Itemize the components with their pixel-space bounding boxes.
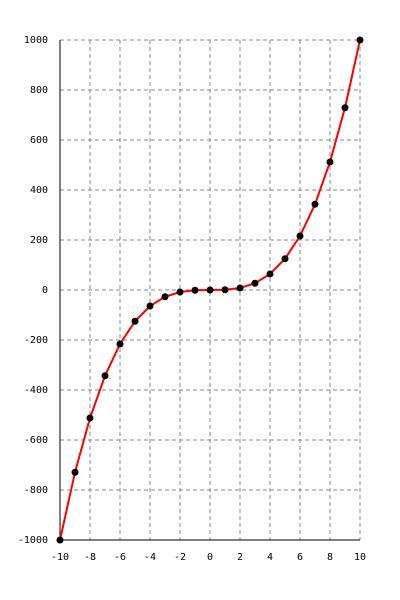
data-point	[281, 255, 289, 263]
data-point	[131, 317, 139, 325]
x-tick-label: 2	[237, 552, 243, 563]
y-tick-label: 200	[30, 235, 48, 246]
y-tick-label: 400	[30, 185, 48, 196]
x-tick-label: 4	[267, 552, 273, 563]
x-tick-label: 10	[354, 552, 366, 563]
x-tick-label: -2	[174, 552, 186, 563]
data-point	[326, 158, 334, 166]
y-tick-label: 600	[30, 135, 48, 146]
data-point	[266, 270, 274, 278]
data-point	[206, 286, 214, 294]
x-tick-label: -10	[51, 552, 69, 563]
x-tick-label: 8	[327, 552, 333, 563]
data-point	[236, 284, 244, 292]
y-tick-label: -400	[24, 385, 48, 396]
data-point	[356, 36, 364, 44]
data-point	[311, 200, 319, 208]
data-point	[56, 536, 64, 544]
x-tick-label: -6	[114, 552, 126, 563]
data-point	[71, 468, 79, 476]
x-tick-label: 0	[207, 552, 213, 563]
x-tick-label: -8	[84, 552, 96, 563]
data-point	[251, 279, 259, 287]
data-point	[161, 293, 169, 301]
y-tick-label: -800	[24, 485, 48, 496]
data-point	[146, 302, 154, 310]
y-tick-label: 1000	[24, 35, 48, 46]
data-point	[296, 232, 304, 240]
y-tick-label: -1000	[18, 535, 48, 546]
data-point	[116, 340, 124, 348]
x-tick-label: 6	[297, 552, 303, 563]
data-point	[341, 104, 349, 112]
y-tick-label: -200	[24, 335, 48, 346]
data-point	[221, 286, 229, 294]
data-point	[101, 372, 109, 380]
data-point	[176, 288, 184, 296]
data-point	[86, 414, 94, 422]
data-point	[191, 286, 199, 294]
x-tick-label: -4	[144, 552, 156, 563]
y-tick-label: 0	[42, 285, 48, 296]
y-tick-label: -600	[24, 435, 48, 446]
y-tick-label: 800	[30, 85, 48, 96]
